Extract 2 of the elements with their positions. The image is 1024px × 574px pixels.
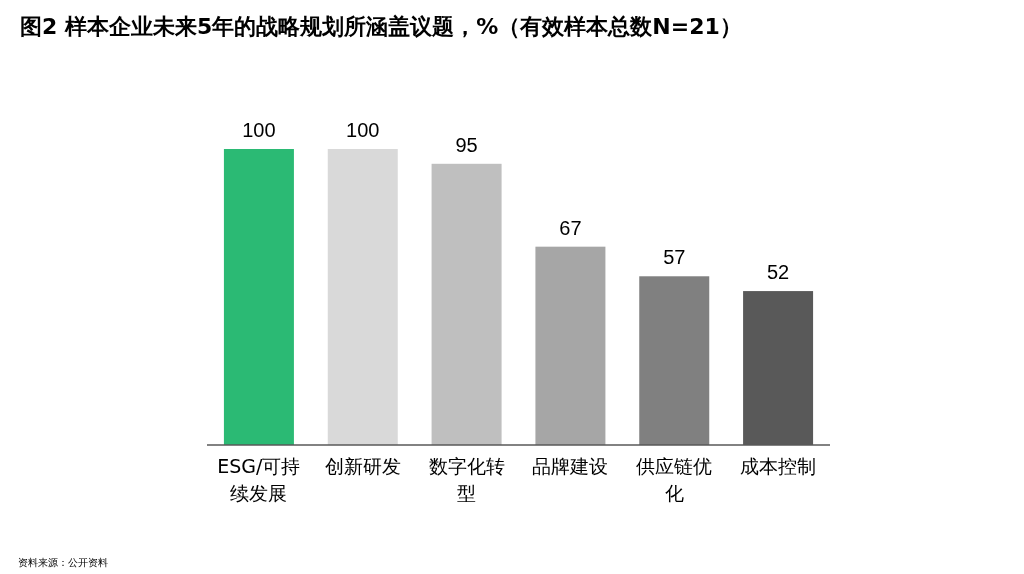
annotation: 资料来源：公开资料 [18, 556, 108, 570]
title: 图2 样本企业未来5年的战略规划所涵盖议题，%（有效样本总数N=21） [20, 13, 742, 41]
